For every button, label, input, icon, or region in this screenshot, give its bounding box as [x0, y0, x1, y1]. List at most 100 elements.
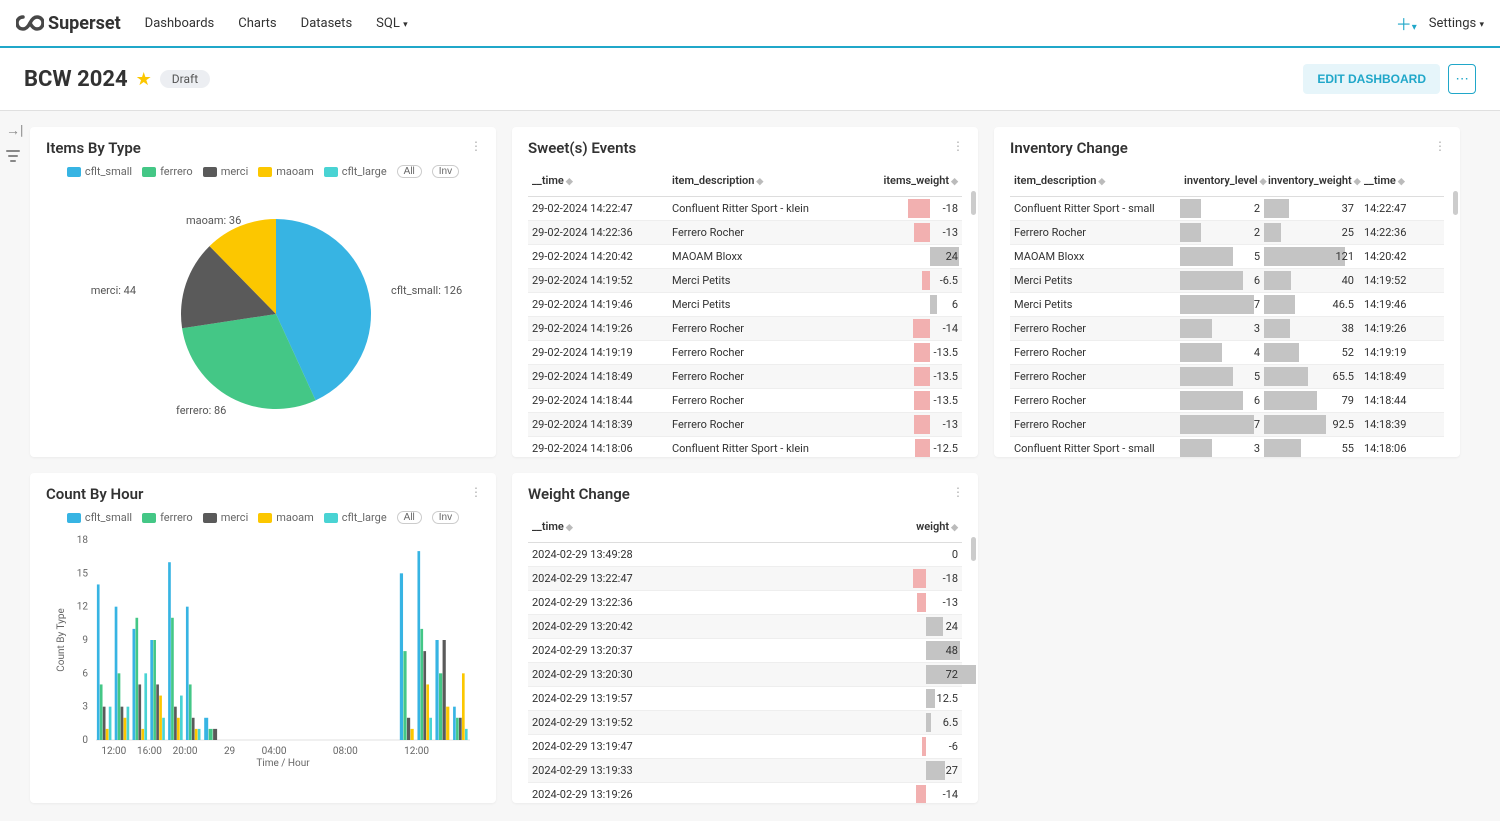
bar[interactable] — [465, 729, 468, 740]
scrollbar[interactable] — [1453, 191, 1458, 215]
bar[interactable] — [462, 673, 465, 740]
chart-more-icon[interactable]: ⋮ — [470, 485, 482, 499]
legend-inv-button[interactable]: Inv — [432, 511, 459, 524]
legend-item[interactable]: merci — [203, 165, 249, 178]
bar[interactable] — [121, 707, 124, 740]
table-row[interactable]: Ferrero Rocher22514:22:36 — [1010, 221, 1444, 245]
bar[interactable] — [133, 629, 136, 740]
bar[interactable] — [439, 673, 442, 740]
bar[interactable] — [118, 673, 121, 740]
nav-charts[interactable]: Charts — [238, 16, 276, 31]
bar[interactable] — [204, 718, 208, 740]
chart-more-icon[interactable]: ⋮ — [1434, 139, 1446, 153]
legend-item[interactable]: cflt_large — [324, 165, 387, 178]
bar[interactable] — [135, 618, 138, 740]
settings-menu[interactable]: Settings ▾ — [1429, 16, 1484, 31]
bar[interactable] — [459, 718, 462, 740]
table-row[interactable]: 29-02-2024 14:18:44Ferrero Rocher-13.5 — [528, 389, 962, 413]
table-row[interactable]: 29-02-2024 14:19:52Merci Petits-6.5 — [528, 269, 962, 293]
bar[interactable] — [153, 640, 156, 740]
table-row[interactable]: Merci Petits746.514:19:46 — [1010, 293, 1444, 317]
table-row[interactable]: Confluent Ritter Sport - small35514:18:0… — [1010, 437, 1444, 457]
legend-item[interactable]: cflt_large — [324, 511, 387, 524]
bar[interactable] — [411, 729, 414, 740]
legend-item[interactable]: cflt_small — [67, 511, 132, 524]
table-row[interactable]: MAOAM Bloxx512114:20:42 — [1010, 245, 1444, 269]
bar[interactable] — [127, 707, 130, 740]
table-row[interactable]: Merci Petits64014:19:52 — [1010, 269, 1444, 293]
table-row[interactable]: Ferrero Rocher67914:18:44 — [1010, 389, 1444, 413]
table-row[interactable]: 2024-02-29 13:19:5712.5 — [528, 687, 962, 711]
legend-inv-button[interactable]: Inv — [432, 165, 459, 178]
bar[interactable] — [426, 684, 429, 740]
chart-more-icon[interactable]: ⋮ — [952, 485, 964, 499]
table-row[interactable]: 29-02-2024 14:20:42MAOAM Bloxx24 — [528, 245, 962, 269]
bar[interactable] — [209, 729, 213, 740]
bar[interactable] — [162, 718, 165, 740]
bar[interactable] — [180, 696, 183, 740]
bar[interactable] — [446, 707, 449, 740]
table-row[interactable]: 29-02-2024 14:18:06Confluent Ritter Spor… — [528, 437, 962, 457]
bar[interactable] — [138, 684, 141, 740]
bar[interactable] — [407, 718, 410, 740]
bar[interactable] — [106, 729, 109, 740]
bar[interactable] — [150, 640, 153, 740]
bar[interactable] — [456, 718, 459, 740]
table-row[interactable]: 29-02-2024 14:19:46Merci Petits6 — [528, 293, 962, 317]
more-menu-button[interactable]: ⋯ — [1448, 64, 1476, 94]
bar[interactable] — [420, 629, 423, 740]
table-row[interactable]: 29-02-2024 14:18:39Ferrero Rocher-13 — [528, 413, 962, 437]
table-row[interactable]: 2024-02-29 13:19:3327 — [528, 759, 962, 783]
bar[interactable] — [417, 551, 420, 740]
bar[interactable] — [141, 729, 144, 740]
bar[interactable] — [168, 562, 171, 740]
bar[interactable] — [156, 684, 159, 740]
bar[interactable] — [171, 618, 174, 740]
table-row[interactable]: 29-02-2024 14:18:49Ferrero Rocher-13.5 — [528, 365, 962, 389]
table-row[interactable]: 2024-02-29 13:20:3748 — [528, 639, 962, 663]
nav-dashboards[interactable]: Dashboards — [145, 16, 215, 31]
table-row[interactable]: 2024-02-29 13:22:36-13 — [528, 591, 962, 615]
bar[interactable] — [186, 607, 189, 740]
legend-item[interactable]: ferrero — [142, 165, 193, 178]
brand-logo[interactable]: Superset — [16, 13, 121, 34]
bar[interactable] — [174, 707, 177, 740]
bar[interactable] — [400, 573, 403, 740]
table-row[interactable]: Ferrero Rocher792.514:18:39 — [1010, 413, 1444, 437]
table-row[interactable]: 2024-02-29 13:22:47-18 — [528, 567, 962, 591]
table-row[interactable]: 2024-02-29 13:20:3072 — [528, 663, 962, 687]
bar[interactable] — [100, 684, 103, 740]
legend-item[interactable]: maoam — [258, 511, 314, 524]
bar[interactable] — [189, 684, 192, 740]
table-row[interactable]: 29-02-2024 14:22:36Ferrero Rocher-13 — [528, 221, 962, 245]
nav-sql[interactable]: SQL ▾ — [376, 16, 407, 31]
bar[interactable] — [423, 651, 426, 740]
legend-item[interactable]: merci — [203, 511, 249, 524]
bar[interactable] — [144, 673, 147, 740]
bar[interactable] — [192, 718, 195, 740]
star-icon[interactable]: ★ — [136, 69, 152, 90]
table-row[interactable]: Confluent Ritter Sport - small23714:22:4… — [1010, 197, 1444, 221]
table-row[interactable]: 2024-02-29 13:19:47-6 — [528, 735, 962, 759]
table-row[interactable]: 2024-02-29 13:19:526.5 — [528, 711, 962, 735]
table-row[interactable]: Ferrero Rocher45214:19:19 — [1010, 341, 1444, 365]
legend-item[interactable]: cflt_small — [67, 165, 132, 178]
edit-dashboard-button[interactable]: EDIT DASHBOARD — [1303, 64, 1440, 94]
bar[interactable] — [97, 584, 100, 740]
bar[interactable] — [195, 729, 198, 740]
new-button[interactable]: ＋▾ — [1396, 11, 1417, 35]
scrollbar[interactable] — [971, 191, 976, 215]
bar[interactable] — [213, 729, 217, 740]
nav-datasets[interactable]: Datasets — [301, 16, 353, 31]
bar[interactable] — [198, 729, 201, 740]
legend-item[interactable]: maoam — [258, 165, 314, 178]
table-row[interactable]: 29-02-2024 14:19:19Ferrero Rocher-13.5 — [528, 341, 962, 365]
table-row[interactable]: 2024-02-29 13:20:4224 — [528, 615, 962, 639]
chart-more-icon[interactable]: ⋮ — [952, 139, 964, 153]
bar[interactable] — [429, 718, 432, 740]
table-row[interactable]: 29-02-2024 14:22:47Confluent Ritter Spor… — [528, 197, 962, 221]
table-row[interactable]: Ferrero Rocher33814:19:26 — [1010, 317, 1444, 341]
table-row[interactable]: Ferrero Rocher565.514:18:49 — [1010, 365, 1444, 389]
table-row[interactable]: 2024-02-29 13:49:280 — [528, 543, 962, 567]
chart-more-icon[interactable]: ⋮ — [470, 139, 482, 153]
